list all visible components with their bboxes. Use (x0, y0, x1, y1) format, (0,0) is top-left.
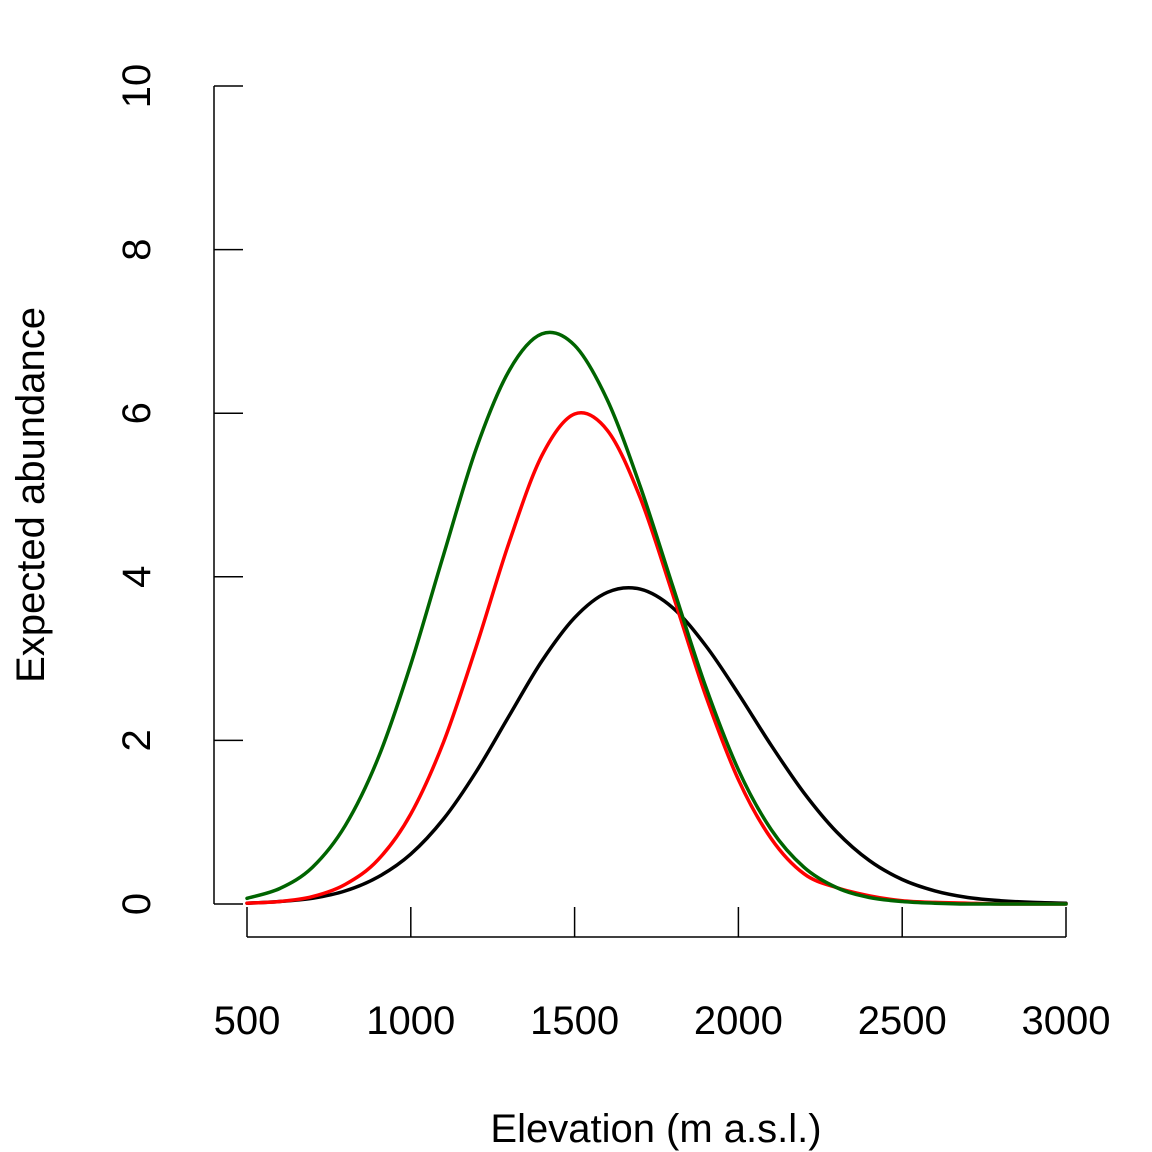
x-tick-label: 1500 (530, 999, 619, 1043)
x-tick-label: 2000 (694, 999, 783, 1043)
series-line-2 (245, 411, 1068, 906)
y-tick-label: 8 (115, 238, 159, 260)
y-tick-label: 0 (115, 893, 159, 915)
y-tick-label: 6 (115, 402, 159, 424)
y-tick-label: 4 (115, 566, 159, 588)
x-tick-label: 2500 (858, 999, 947, 1043)
series-line-3 (245, 330, 1068, 906)
y-axis: 0 2 4 6 8 10 (115, 64, 243, 915)
y-axis-title: Expected abundance (9, 307, 53, 683)
x-tick-label: 500 (214, 999, 281, 1043)
series-line-1 (245, 585, 1068, 905)
y-tick-label: 10 (115, 64, 159, 109)
x-tick-label: 1000 (366, 999, 455, 1043)
curves (245, 330, 1068, 906)
x-axis-title: Elevation (m a.s.l.) (490, 1107, 821, 1151)
x-tick-label: 3000 (1022, 999, 1111, 1043)
x-axis: 500 1000 1500 2000 2500 3000 (214, 907, 1111, 1043)
y-tick-label: 2 (115, 729, 159, 751)
